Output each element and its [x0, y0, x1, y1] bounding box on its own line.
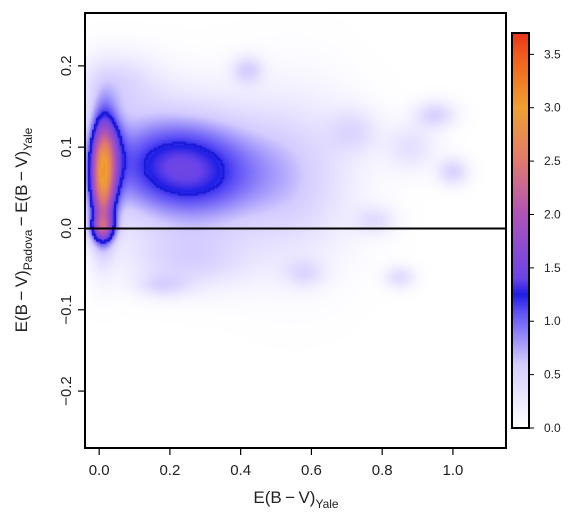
density-contour — [87, 111, 225, 244]
density-heatmap — [85, 13, 506, 448]
y-axis-label-minus: − — [12, 213, 31, 230]
contour-lines — [87, 111, 225, 244]
y-axis: −0.2 −0.1 0.0 0.1 0.2 — [58, 55, 85, 406]
colorbar-tick-label: 2.0 — [544, 207, 561, 221]
x-tick-label: 0.8 — [372, 462, 393, 479]
x-axis: 0.0 0.2 0.4 0.6 0.8 1.0 — [89, 448, 464, 479]
y-axis-label-sub-2: Yale — [21, 127, 35, 150]
y-axis-label-sub-1: Padova — [21, 229, 35, 270]
colorbar-tick-label: 2.5 — [544, 154, 561, 168]
y-tick-label: 0.0 — [58, 218, 75, 239]
x-axis-label-main: E(B − V) — [253, 488, 315, 507]
y-axis-label: E(B − V)Padova − E(B − V)Yale — [12, 127, 35, 332]
colorbar-ticks: 0.0 0.5 1.0 1.5 2.0 2.5 3.0 3.5 — [529, 47, 561, 435]
colorbar-tick-label: 3.0 — [544, 101, 561, 115]
y-axis-label-main-2: E(B − V) — [12, 151, 31, 213]
x-tick-label: 0.6 — [301, 462, 322, 479]
y-tick-label: −0.1 — [58, 295, 75, 325]
plot-frame — [84, 12, 507, 449]
colorbar-gradient — [511, 32, 530, 429]
x-tick-label: 0.0 — [89, 462, 110, 479]
x-tick-label: 0.2 — [159, 462, 180, 479]
x-tick-label: 0.4 — [230, 462, 251, 479]
y-tick-label: −0.2 — [58, 376, 75, 406]
colorbar-tick-label: 0.0 — [544, 421, 561, 435]
colorbar-tick-label: 1.0 — [544, 314, 561, 328]
colorbar-tick-label: 0.5 — [544, 368, 561, 382]
x-axis-label-subscript: Yale — [315, 497, 338, 511]
y-tick-label: 0.2 — [58, 55, 75, 76]
colorbar: 0.0 0.5 1.0 1.5 2.0 2.5 3.0 3.5 — [511, 32, 561, 435]
x-tick-label: 1.0 — [443, 462, 464, 479]
y-tick-label: 0.1 — [58, 137, 75, 158]
colorbar-tick-label: 3.5 — [544, 47, 561, 61]
y-axis-label-main-1: E(B − V) — [12, 270, 31, 332]
colorbar-tick-label: 1.5 — [544, 261, 561, 275]
x-axis-label: E(B − V)Yale — [253, 488, 339, 511]
